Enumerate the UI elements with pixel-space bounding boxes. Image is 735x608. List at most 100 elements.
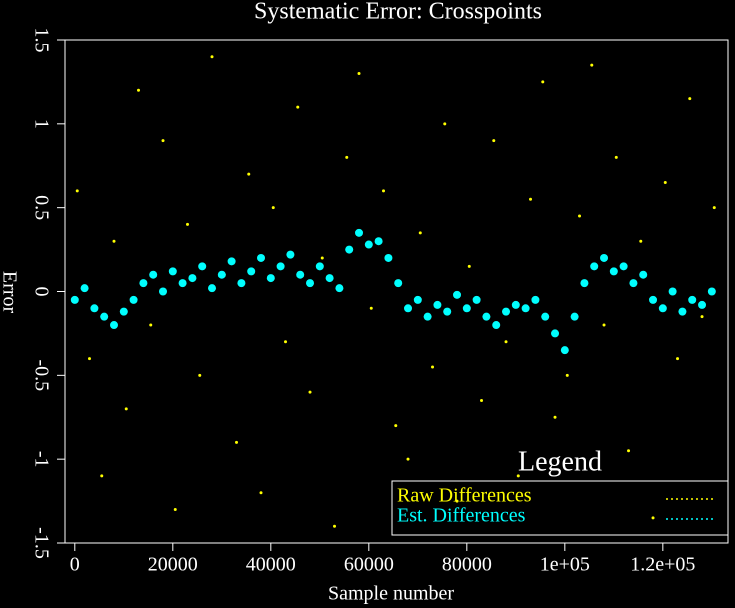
- point: [286, 250, 295, 259]
- point: [700, 315, 704, 319]
- point: [455, 499, 459, 503]
- point: [462, 304, 471, 313]
- point: [198, 373, 202, 377]
- point: [560, 346, 569, 355]
- legend-box: [391, 480, 729, 536]
- point: [237, 279, 246, 288]
- point: [663, 181, 667, 185]
- legend-swatch: [676, 498, 678, 500]
- point: [590, 262, 599, 271]
- point: [651, 516, 655, 520]
- point: [168, 267, 177, 276]
- point: [357, 72, 361, 76]
- point: [364, 240, 373, 249]
- point: [210, 55, 214, 59]
- point: [423, 312, 432, 321]
- point: [418, 231, 422, 235]
- point: [247, 172, 251, 176]
- point: [88, 357, 92, 361]
- legend-swatch: [686, 518, 688, 520]
- point: [110, 321, 119, 330]
- point: [161, 139, 165, 143]
- point: [186, 222, 190, 226]
- point: [531, 295, 540, 304]
- point: [492, 321, 501, 330]
- point: [639, 270, 648, 279]
- point: [565, 373, 569, 377]
- point: [129, 295, 138, 304]
- legend-swatch: [711, 518, 713, 520]
- point: [600, 253, 609, 262]
- point: [159, 287, 168, 296]
- point: [217, 270, 226, 279]
- point: [100, 312, 109, 321]
- point: [137, 88, 141, 92]
- point: [394, 279, 403, 288]
- point: [433, 300, 442, 309]
- legend-swatch: [706, 498, 708, 500]
- point: [570, 312, 579, 321]
- legend-title: Legend: [518, 446, 602, 477]
- point: [335, 284, 344, 293]
- legend-swatch: [691, 498, 693, 500]
- point: [707, 287, 716, 296]
- point: [227, 257, 236, 266]
- point: [315, 262, 324, 271]
- point: [257, 253, 266, 262]
- point: [320, 256, 324, 260]
- point: [345, 245, 354, 254]
- point: [467, 264, 471, 268]
- point: [404, 304, 413, 313]
- point: [676, 357, 680, 361]
- point: [580, 279, 589, 288]
- point: [511, 300, 520, 309]
- point: [578, 214, 582, 218]
- point: [712, 206, 716, 210]
- point: [325, 274, 334, 283]
- point: [516, 474, 520, 478]
- y-tick-label: -1.5: [30, 527, 52, 559]
- point: [658, 304, 667, 313]
- point: [266, 274, 275, 283]
- point: [413, 295, 422, 304]
- point: [504, 340, 508, 344]
- point: [271, 206, 275, 210]
- y-tick-label: 1.5: [30, 28, 52, 53]
- point: [678, 307, 687, 316]
- point: [698, 300, 707, 309]
- point: [345, 155, 349, 159]
- legend-swatch: [666, 518, 668, 520]
- legend-swatch: [686, 498, 688, 500]
- point: [119, 307, 128, 316]
- point: [90, 304, 99, 313]
- point: [406, 457, 410, 461]
- point: [139, 279, 148, 288]
- point: [308, 390, 312, 394]
- point: [553, 415, 557, 419]
- legend-swatch: [681, 518, 683, 520]
- y-tick-label: -1: [30, 451, 52, 468]
- point: [100, 474, 104, 478]
- legend-swatch: [676, 518, 678, 520]
- point: [529, 197, 533, 201]
- point: [80, 284, 89, 293]
- point: [369, 306, 373, 310]
- point: [502, 307, 511, 316]
- point: [688, 97, 692, 101]
- point: [382, 189, 386, 193]
- point: [296, 270, 305, 279]
- point: [374, 237, 383, 246]
- y-axis-label: Error: [0, 271, 20, 314]
- y-tick-label: 0: [30, 287, 52, 297]
- point: [247, 267, 256, 276]
- point: [394, 424, 398, 428]
- legend-label: Raw Differences: [397, 485, 532, 507]
- point: [627, 449, 631, 453]
- point: [472, 295, 481, 304]
- chart-title: Systematic Error: Crosspoints: [254, 0, 542, 25]
- point: [443, 307, 452, 316]
- point: [355, 228, 364, 237]
